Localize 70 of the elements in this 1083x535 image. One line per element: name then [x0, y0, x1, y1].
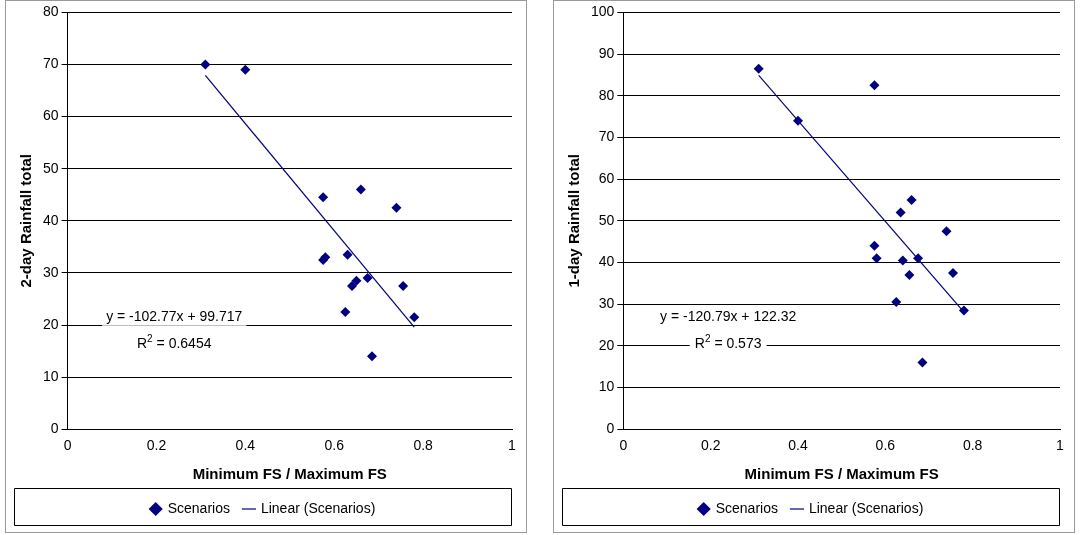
point: [351, 275, 362, 286]
x-tick-label: 0.4: [788, 437, 808, 454]
point: [362, 273, 373, 284]
point: [753, 63, 764, 74]
y-tick-label: 40: [42, 211, 59, 228]
y-tick-label: 60: [42, 107, 59, 124]
y-tick-label: 10: [42, 367, 59, 384]
y-tick-label: 0: [50, 420, 59, 437]
y-tick-label: 10: [598, 378, 615, 395]
point: [355, 184, 366, 195]
x-tick-label: 0.2: [700, 437, 721, 454]
legend-label: Linear (Scenarios): [808, 499, 924, 516]
point: [871, 253, 882, 264]
point: [906, 194, 917, 205]
point: [367, 351, 378, 362]
x-tick-label: 0.8: [962, 437, 983, 454]
point: [948, 267, 959, 278]
y-tick-label: 30: [598, 295, 615, 312]
y-tick-label: 40: [598, 253, 615, 270]
point: [941, 226, 952, 237]
y-tick-label: 70: [42, 55, 59, 72]
y-tick-label: 50: [598, 211, 615, 228]
point: [897, 255, 908, 266]
point: [318, 192, 329, 203]
point: [391, 202, 402, 213]
x-tick-label: 0.8: [413, 437, 434, 454]
y-tick-label: 20: [42, 315, 59, 332]
point: [409, 312, 420, 323]
x-tick-label: 0.6: [875, 437, 896, 454]
point: [917, 357, 928, 368]
point: [398, 280, 409, 291]
y-tick-label: 70: [598, 128, 615, 145]
legend-label: Scenarios: [715, 499, 778, 516]
annotation: y = -120.79x + 122.32: [660, 307, 797, 324]
x-tick-label: 1: [508, 437, 517, 454]
x-tick-label: 0.6: [324, 437, 345, 454]
x-axis-title: Minimum FS / Maximum FS: [192, 465, 387, 483]
point: [347, 280, 358, 291]
y-axis-title: 2-day Rainfall total: [17, 154, 35, 288]
point: [895, 207, 906, 218]
x-axis-title: Minimum FS / Maximum FS: [744, 465, 939, 483]
y-tick-label: 20: [598, 336, 615, 353]
point: [340, 306, 351, 317]
point: [200, 59, 211, 70]
point: [904, 269, 915, 280]
x-tick-label: 1: [1056, 437, 1065, 454]
point: [869, 240, 880, 251]
point: [869, 80, 880, 91]
legend-label: Linear (Scenarios): [260, 499, 376, 516]
y-tick-label: 100: [591, 3, 615, 20]
y-tick-label: 90: [598, 44, 615, 61]
legend-label: Scenarios: [167, 499, 230, 516]
y-tick-label: 0: [606, 420, 615, 437]
point: [958, 305, 969, 316]
y-tick-label: 30: [42, 263, 59, 280]
point: [913, 253, 924, 264]
y-tick-label: 50: [42, 159, 59, 176]
x-tick-label: 0.2: [146, 437, 167, 454]
point: [793, 115, 804, 126]
x-tick-label: 0: [619, 437, 628, 454]
annotation: y = -102.77x + 99.717: [106, 307, 243, 324]
point: [342, 249, 353, 260]
point: [240, 64, 251, 75]
y-tick-label: 60: [598, 169, 615, 186]
y-tick-label: 80: [598, 86, 615, 103]
y-axis-title: 1-day Rainfall total: [565, 154, 583, 288]
y-tick-label: 80: [42, 3, 59, 20]
x-tick-label: 0.4: [235, 437, 256, 454]
x-tick-label: 0: [63, 437, 72, 454]
point: [891, 297, 902, 308]
